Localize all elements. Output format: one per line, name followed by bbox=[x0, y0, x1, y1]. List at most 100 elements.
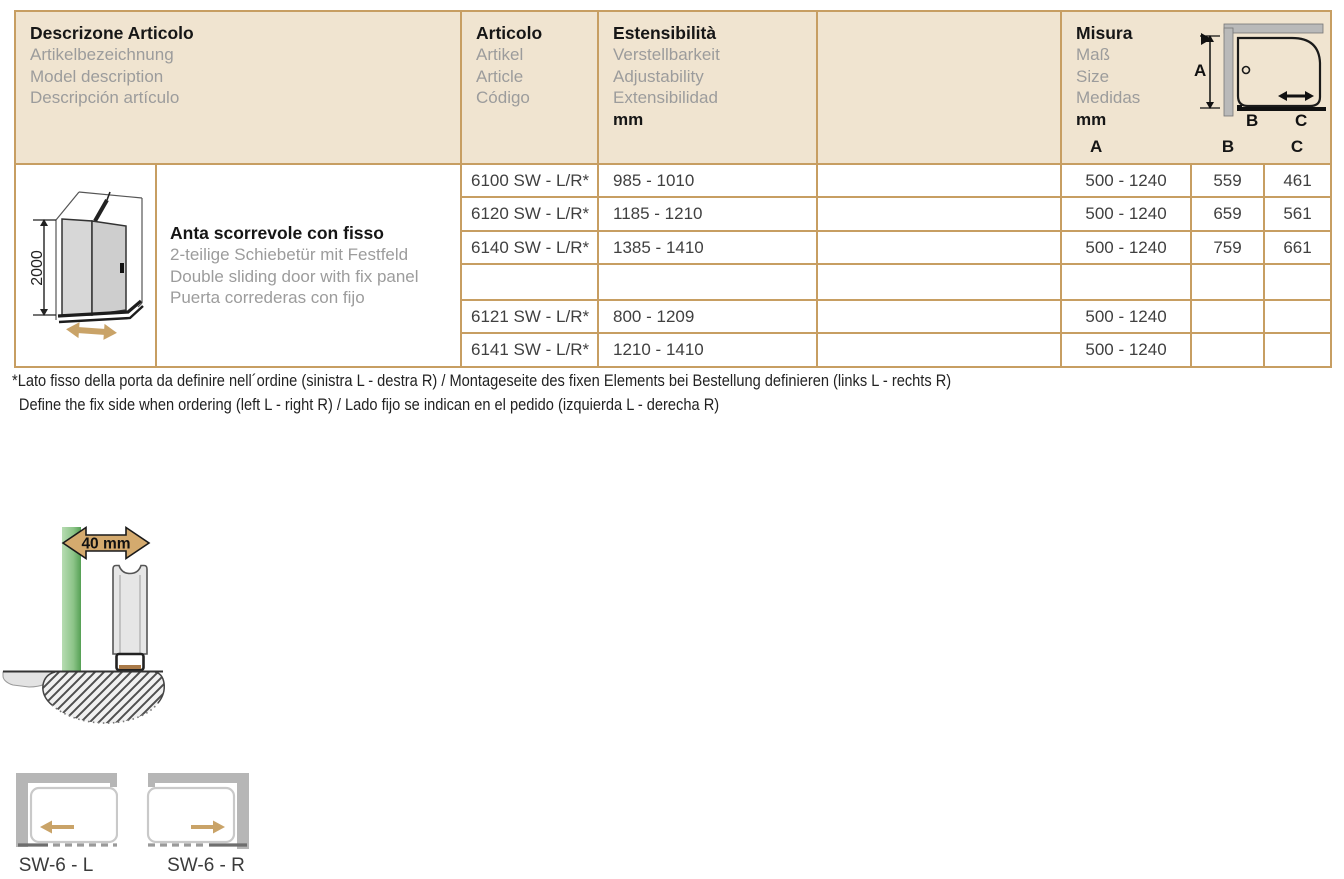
table-header-row: Descrizone Articolo Artikelbezeichnung M… bbox=[13, 10, 1333, 165]
size-a-value: 500 - 1240 bbox=[1060, 229, 1193, 266]
size-a-value: 500 - 1240 bbox=[1060, 298, 1193, 335]
spacer-cell bbox=[816, 196, 1063, 232]
spacer-cell bbox=[816, 229, 1063, 266]
open-right-arrow-icon bbox=[191, 820, 225, 834]
dim-a-label: A bbox=[1194, 61, 1206, 80]
table-row: 6120 SW - L/R* 1185 - 1210 500 - 1240 65… bbox=[15, 196, 1333, 232]
header-extensibility-primary: Estensibilità bbox=[613, 23, 717, 43]
footnote: *Lato fisso della porta da definire nell… bbox=[12, 369, 1104, 417]
size-b-value bbox=[1190, 298, 1266, 335]
article-code: 6140 SW - L/R* bbox=[460, 229, 600, 266]
glass-panel-section bbox=[62, 527, 81, 672]
size-c-value: 661 bbox=[1263, 229, 1333, 266]
height-dim-label: 2000 bbox=[29, 250, 46, 286]
header-article-secondary: Artikel Article Código bbox=[476, 45, 530, 107]
drain-dot bbox=[1241, 65, 1251, 75]
size-subcolumns: A B C bbox=[1062, 137, 1330, 159]
article-code: 6141 SW - L/R* bbox=[460, 332, 600, 368]
article-code: 6121 SW - L/R* bbox=[460, 298, 600, 335]
foot-seal bbox=[119, 665, 141, 669]
table-row: 6140 SW - L/R* 1385 - 1410 500 - 1240 75… bbox=[15, 229, 1333, 266]
gap-dimension-arrow-icon bbox=[61, 525, 151, 561]
footnote-line-1: *Lato fisso della porta da definire nell… bbox=[12, 371, 952, 390]
size-c-value bbox=[1263, 298, 1333, 335]
tray-outline bbox=[29, 786, 118, 844]
article-code: 6120 SW - L/R* bbox=[460, 196, 600, 232]
size-a-value bbox=[1060, 263, 1193, 301]
header-extensibility-secondary: Verstellbarkeit Adjustability Extensibil… bbox=[613, 45, 720, 107]
shower-tray-outline bbox=[1236, 36, 1322, 108]
header-size-secondary: Maß Size Medidas bbox=[1076, 45, 1141, 107]
tray-edge bbox=[57, 299, 143, 318]
footnote-line-2: Define the fix side when ordering (left … bbox=[18, 395, 720, 414]
slide-direction-arrow-icon bbox=[66, 322, 117, 340]
header-size-primary: Misura bbox=[1076, 23, 1133, 43]
subcol-c: C bbox=[1290, 137, 1304, 156]
header-article-primary: Articolo bbox=[476, 23, 543, 43]
header-extensibility-unit: mm bbox=[613, 109, 644, 129]
spacer-cell bbox=[816, 332, 1063, 368]
wall-top bbox=[16, 773, 117, 783]
slide-arrow-icon bbox=[1278, 91, 1315, 101]
size-b-value: 559 bbox=[1190, 162, 1266, 199]
subcol-a: A bbox=[1090, 137, 1103, 156]
wall-left bbox=[1223, 27, 1234, 117]
tray-outline bbox=[146, 786, 236, 844]
spec-table: Descrizone Articolo Artikelbezeichnung M… bbox=[13, 10, 1333, 368]
header-size: Misura Maß Size Medidas mm bbox=[1060, 10, 1333, 165]
diagram-c-label: C bbox=[1295, 111, 1307, 128]
size-c-value bbox=[1263, 263, 1333, 301]
article-code: 6100 SW - L/R* bbox=[460, 162, 600, 199]
glass-fixed-panel bbox=[61, 218, 93, 316]
size-b-value: 659 bbox=[1190, 196, 1266, 232]
header-article: Articolo Artikel Article Código bbox=[460, 10, 600, 165]
subcol-b: B bbox=[1221, 137, 1235, 156]
product-translations: 2-teilige Schiebetür mit Festfeld Double… bbox=[170, 245, 419, 308]
shower-pipe bbox=[93, 199, 109, 222]
plan-label-left: SW-6 - L bbox=[18, 855, 94, 876]
spacer-cell bbox=[816, 162, 1063, 199]
size-c-value: 561 bbox=[1263, 196, 1333, 232]
header-description-primary: Descrizone Articolo bbox=[30, 23, 194, 43]
door-handle bbox=[120, 263, 124, 273]
wall-side bbox=[237, 773, 249, 849]
table-row-empty bbox=[15, 263, 1333, 301]
wall-top bbox=[1223, 23, 1324, 34]
plan-diagram-left bbox=[16, 773, 118, 847]
product-3d-diagram: 2000 bbox=[29, 191, 144, 340]
size-c-value bbox=[1263, 332, 1333, 368]
extensibility-value: 1185 - 1210 bbox=[597, 196, 819, 232]
wall-top bbox=[148, 773, 249, 783]
size-b-value bbox=[1190, 332, 1266, 368]
size-a-value: 500 - 1240 bbox=[1060, 196, 1193, 232]
extensibility-value: 800 - 1209 bbox=[597, 298, 819, 335]
size-a-value: 500 - 1240 bbox=[1060, 162, 1193, 199]
gap-dimension-label: 40 mm bbox=[81, 536, 130, 553]
header-extensibility: Estensibilità Verstellbarkeit Adjustabil… bbox=[597, 10, 819, 165]
plan-diagram-right bbox=[146, 773, 249, 849]
table-row: 2000 Anta scorrevole con fisso 2-teilige… bbox=[14, 162, 1333, 368]
diagram-b-label: B bbox=[1246, 111, 1258, 128]
extensibility-value bbox=[597, 263, 819, 301]
size-a-value: 500 - 1240 bbox=[1060, 332, 1193, 368]
size-b-value: 759 bbox=[1190, 229, 1266, 266]
size-corner-diagram: A B C bbox=[1194, 23, 1327, 128]
header-size-unit: mm bbox=[1076, 109, 1107, 129]
glass-sliding-panel bbox=[91, 220, 127, 316]
size-b-value bbox=[1190, 263, 1266, 301]
spacer-cell bbox=[816, 298, 1063, 335]
spacer-cell bbox=[816, 263, 1063, 301]
plan-label-right: SW-6 - R bbox=[167, 855, 245, 876]
article-code bbox=[460, 263, 600, 301]
product-name: Anta scorrevole con fisso bbox=[170, 223, 384, 244]
table-row: 6121 SW - L/R* 800 - 1209 500 - 1240 bbox=[15, 298, 1333, 335]
header-spacer bbox=[816, 10, 1063, 165]
table-row: 6141 SW - L/R* 1210 - 1410 500 - 1240 bbox=[15, 332, 1333, 368]
extensibility-value: 1210 - 1410 bbox=[597, 332, 819, 368]
wall-gap-detail-diagram: 40 mm bbox=[2, 525, 165, 724]
open-left-arrow-icon bbox=[40, 820, 74, 834]
extensibility-value: 985 - 1010 bbox=[597, 162, 819, 199]
wall-profile-section bbox=[112, 564, 148, 655]
product-diagram-cell: 2000 bbox=[14, 163, 157, 368]
